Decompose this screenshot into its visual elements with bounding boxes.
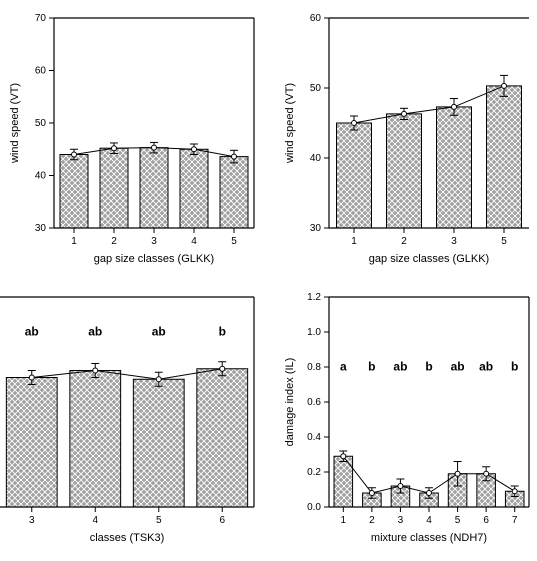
y-tick-label: 60 (309, 13, 321, 24)
x-tick-label: 5 (156, 515, 162, 526)
x-tick-label: 5 (454, 515, 460, 526)
significance-letter: b (425, 359, 432, 373)
x-tick-label: 3 (397, 515, 403, 526)
bar-chart: 0.00.20.40.60.81.01.2damage index (IL)ab… (275, 285, 537, 555)
panel-bottom-left: ab ab ab b 3 4 5 6 classes (TSK3) (0, 285, 263, 556)
y-tick-label: 30 (309, 223, 321, 234)
x-tick-label: 5 (231, 236, 237, 247)
bar (197, 368, 248, 506)
x-tick-label: 6 (483, 515, 489, 526)
bar-chart: ab ab ab b 3 4 5 6 classes (TSK3) (0, 285, 262, 555)
x-tick-label: 4 (191, 236, 197, 247)
y-axis-label: wind speed (VT) (9, 83, 21, 164)
x-axis-label: gap size classes (GLKK) (368, 253, 488, 265)
significance-letter: ab (25, 324, 39, 338)
bar (336, 123, 371, 228)
significance-letter: ab (393, 359, 407, 373)
y-tick-label: 0.6 (307, 397, 321, 408)
x-tick-label: 1 (71, 236, 77, 247)
bar (70, 370, 121, 507)
x-tick-label: 3 (451, 236, 457, 247)
x-tick-label: 7 (511, 515, 517, 526)
bar (180, 149, 208, 228)
x-tick-label: 1 (340, 515, 346, 526)
significance-letter: b (219, 324, 226, 338)
y-tick-label: 60 (35, 66, 47, 77)
bar (486, 86, 521, 228)
significance-letter: ab (450, 359, 464, 373)
bar (436, 107, 471, 228)
x-tick-label: 3 (29, 515, 35, 526)
y-tick-label: 0.0 (307, 502, 321, 513)
y-axis-label: damage index (IL) (284, 357, 296, 446)
y-tick-label: 70 (35, 13, 47, 24)
y-tick-label: 0.4 (307, 432, 321, 443)
y-tick-label: 40 (35, 171, 47, 182)
significance-letter: ab (88, 324, 102, 338)
bar (60, 155, 88, 229)
bar-chart: 30 40 50 60 wind speed (VT) 1 2 3 5 gap size clas… (275, 6, 537, 276)
bar (140, 148, 168, 228)
x-tick-label: 2 (401, 236, 407, 247)
y-tick-label: 0.2 (307, 467, 321, 478)
x-axis-label: mixture classes (NDH7) (370, 532, 486, 544)
significance-letter: a (339, 359, 346, 373)
y-tick-label: 50 (35, 118, 47, 129)
x-tick-label: 2 (111, 236, 117, 247)
x-tick-label: 4 (92, 515, 98, 526)
bar (386, 114, 421, 228)
x-tick-label: 5 (501, 236, 507, 247)
bar (6, 377, 57, 507)
x-tick-label: 4 (426, 515, 432, 526)
x-tick-label: 6 (219, 515, 225, 526)
x-tick-label: 2 (369, 515, 375, 526)
y-tick-label: 50 (309, 83, 321, 94)
panel-bottom-right: 0.00.20.40.60.81.01.2damage index (IL)ab… (275, 285, 537, 556)
significance-letter: ab (479, 359, 493, 373)
x-tick-label: 1 (351, 236, 357, 247)
panel-top-left: 30 40 50 60 70 wind speed (VT) 1 2 3 4 5 gap size c… (0, 6, 263, 277)
y-tick-label: 40 (309, 153, 321, 164)
significance-letter: b (368, 359, 375, 373)
x-axis-label: gap size classes (GLKK) (94, 253, 214, 265)
y-tick-label: 30 (35, 223, 47, 234)
panel-top-right: 30 40 50 60 wind speed (VT) 1 2 3 5 gap size clas… (275, 6, 537, 277)
significance-letter: ab (152, 324, 166, 338)
bar-chart: 30 40 50 60 70 wind speed (VT) 1 2 3 4 5 gap size c… (0, 6, 262, 276)
y-tick-label: 1.0 (307, 327, 321, 338)
y-axis-label: wind speed (VT) (284, 83, 296, 164)
bar (220, 157, 248, 228)
bar (133, 379, 184, 507)
bar (100, 148, 128, 228)
x-tick-label: 3 (151, 236, 157, 247)
significance-letter: b (511, 359, 518, 373)
chart-grid: 30 40 50 60 70 wind speed (VT) 1 2 3 4 5 gap size c… (0, 0, 537, 561)
y-tick-label: 1.2 (307, 292, 321, 303)
x-axis-label: classes (TSK3) (90, 532, 165, 544)
y-tick-label: 0.8 (307, 362, 321, 373)
